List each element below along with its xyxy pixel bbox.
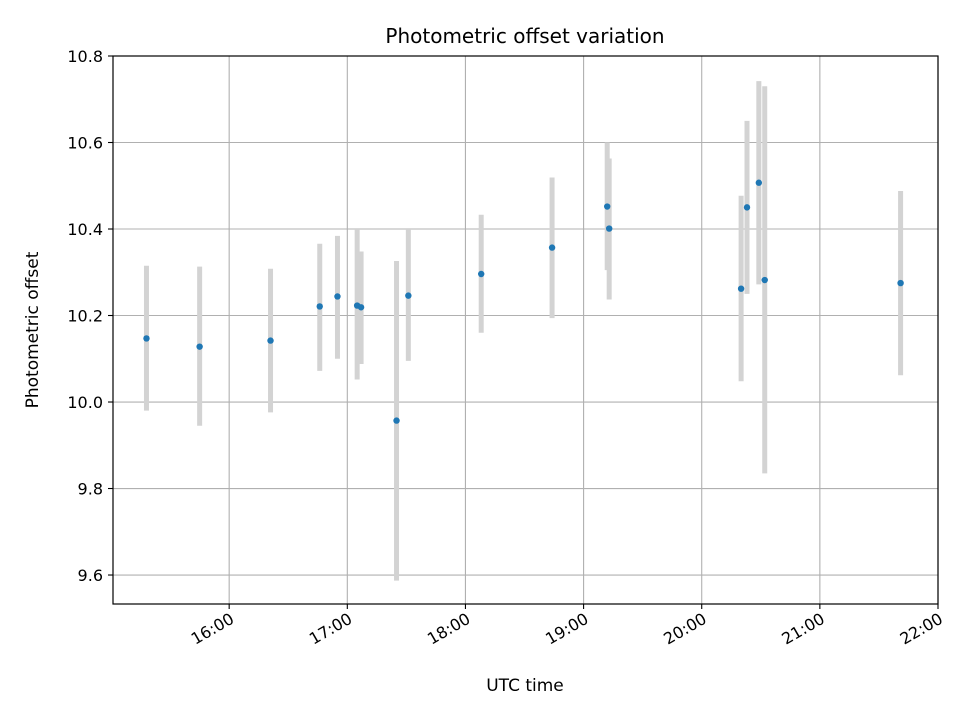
data-point [761,276,768,284]
data-points [143,179,904,424]
data-point [743,204,751,211]
data-point [605,225,613,232]
data-point [755,179,763,186]
data-point [604,203,611,210]
data-point [316,303,323,310]
y-tick-label: 9.6 [78,566,103,585]
data-point [393,417,400,424]
data-point [334,293,341,300]
y-axis-label: Photometric offset [23,251,43,408]
x-axis-label: UTC time [486,676,564,696]
data-point [548,244,556,251]
y-tick-label: 10.8 [67,47,103,66]
y-tick-label: 10.0 [67,393,103,412]
data-point [267,337,274,344]
data-point [405,292,412,299]
data-point [143,335,150,342]
y-tick-label: 9.8 [78,480,103,499]
data-point [737,285,745,292]
data-point [897,279,904,287]
y-axis: 9.6 9.8 10.0 10.2 10.4 10.6 10.8 [67,47,113,585]
y-tick-label: 10.4 [67,220,103,239]
data-point [357,304,365,311]
data-point [477,270,485,278]
plot-frame [112,55,939,605]
chart-title: Photometric offset variation [385,24,664,48]
y-tick-label: 10.6 [67,134,103,153]
data-point [196,343,203,350]
y-tick-label: 10.2 [67,307,103,326]
